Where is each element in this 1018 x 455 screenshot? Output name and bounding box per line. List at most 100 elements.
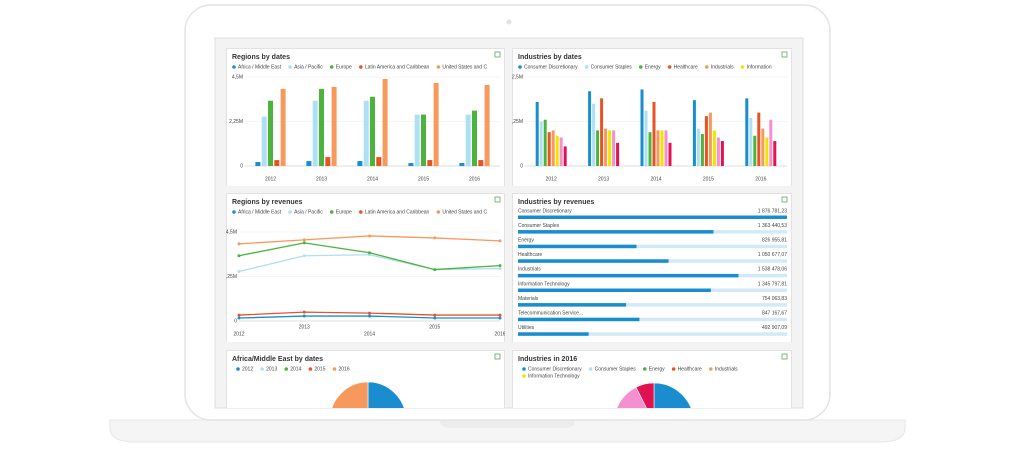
line-marker [368, 314, 371, 318]
legend-swatch [260, 367, 264, 371]
row-label: Consumer Staples [518, 223, 560, 229]
legend-label: United States and C [442, 64, 487, 70]
bar [648, 132, 652, 166]
bar [357, 161, 363, 166]
bar [382, 78, 388, 166]
bar [761, 128, 765, 166]
legend-swatch [236, 367, 240, 371]
legend-label: 2015 [314, 366, 325, 372]
legend-swatch [709, 367, 713, 371]
legend-swatch [588, 367, 593, 371]
row-value: 1 363 440,53 [758, 223, 787, 229]
bar [376, 157, 382, 166]
bar [543, 119, 547, 166]
legend-swatch [584, 65, 589, 69]
x-tick-label: 2013 [299, 324, 310, 330]
row-label: Healthcare [518, 252, 542, 258]
export-icon[interactable] [494, 51, 501, 58]
export-icon[interactable] [781, 51, 788, 58]
legend-label: Consumer Discretionary [528, 366, 582, 372]
pie-slice [367, 381, 405, 408]
laptop-notch [440, 420, 575, 428]
legend-label: Latin America and Caribbean [365, 209, 430, 215]
pie-slice [635, 382, 655, 408]
legend-label: 2012 [242, 366, 253, 372]
row-value: 826 955,81 [762, 238, 787, 244]
laptop-base [109, 419, 906, 443]
legend-swatch [436, 210, 441, 214]
legend-swatch [332, 367, 337, 371]
line-marker [237, 254, 241, 258]
y-tick-label: 4,5M [226, 229, 237, 235]
legend-swatch [359, 65, 363, 69]
panel-title: Regions by revenues [232, 199, 303, 206]
bar [745, 98, 749, 166]
bar [518, 230, 714, 234]
y-tick-label: 0 [240, 163, 243, 169]
bar [773, 141, 777, 166]
bar [664, 130, 668, 166]
bar [306, 161, 312, 166]
panel-title: Industries by revenues [518, 199, 594, 206]
legend-label: Consumer Staples [595, 366, 637, 372]
export-icon[interactable] [494, 196, 501, 203]
bar [753, 135, 757, 166]
bar-track [518, 317, 787, 322]
bar [518, 317, 640, 322]
line-marker [302, 241, 306, 245]
line-marker [237, 270, 241, 274]
export-icon[interactable] [781, 196, 788, 203]
bar [712, 130, 716, 166]
x-tick-label: 2015 [703, 176, 714, 182]
bar [408, 163, 414, 166]
line-marker [302, 310, 306, 314]
bar [465, 114, 471, 166]
legend-label: Energy [645, 64, 661, 70]
line-marker [433, 316, 437, 320]
line-marker [368, 311, 371, 315]
bar [612, 130, 616, 166]
bar [472, 110, 477, 166]
legend-swatch [232, 210, 236, 214]
legend-label: Africa / Middle East [238, 209, 282, 215]
x-tick-label: 2013 [316, 176, 327, 182]
legend-label: 2014 [290, 366, 301, 372]
row-label: Information Technology [518, 281, 570, 287]
bar [255, 162, 261, 166]
legend-swatch [642, 367, 647, 371]
legend-label: 2016 [339, 366, 350, 372]
bar [547, 132, 551, 166]
bar [551, 130, 555, 166]
row-value: 1 538 478,06 [758, 267, 787, 273]
x-tick-label: 2013 [598, 176, 609, 182]
row-label: Utilities [518, 325, 535, 331]
bar [421, 114, 426, 166]
legend-swatch [522, 367, 526, 371]
legend-swatch [671, 367, 676, 371]
legend-swatch [740, 65, 745, 69]
line-marker [368, 234, 371, 238]
x-tick-label: 2014 [364, 331, 375, 337]
legend-swatch [329, 210, 334, 214]
panel-title: Africa/Middle East by dates [232, 356, 323, 363]
line-marker [302, 314, 306, 318]
export-icon[interactable] [781, 353, 788, 360]
bar [660, 130, 664, 166]
legend-label: Information [747, 64, 772, 70]
line-marker [302, 238, 306, 242]
legend-swatch [284, 367, 289, 371]
legend-label: Africa / Middle East [238, 64, 282, 70]
legend-swatch [522, 374, 526, 378]
bar [325, 157, 331, 166]
bar [518, 288, 711, 292]
legend-label: Healthcare [678, 366, 702, 372]
row-value: 492 907,09 [762, 325, 787, 331]
export-icon[interactable] [494, 353, 501, 360]
bar [720, 141, 724, 166]
legend-label: Europe [336, 209, 352, 215]
panel-bg [512, 48, 792, 186]
panel: Regions by revenues Africa / Middle East A… [226, 193, 505, 342]
bar [563, 146, 567, 166]
bar [331, 86, 337, 166]
legend-swatch [288, 65, 292, 69]
